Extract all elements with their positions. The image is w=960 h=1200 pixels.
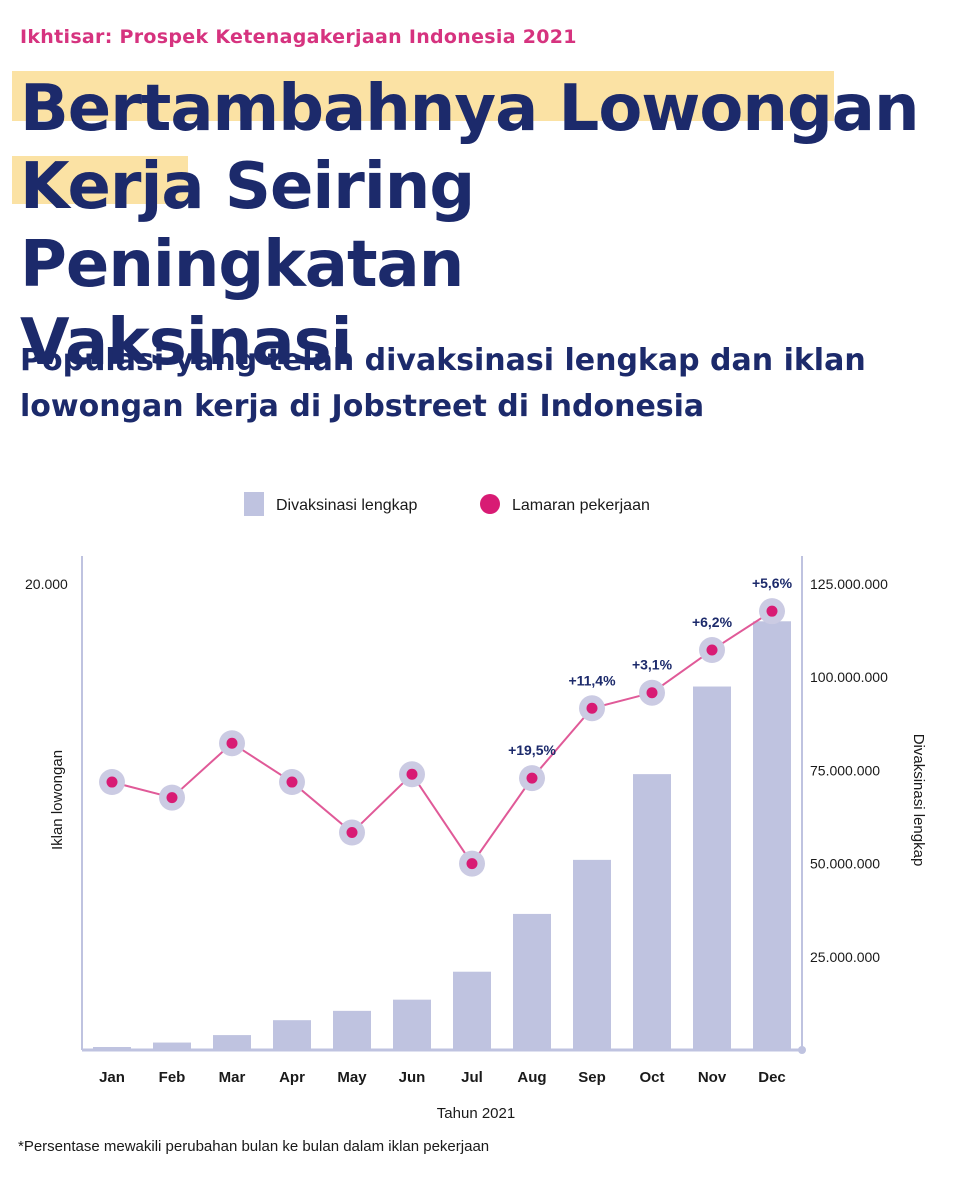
right-tick-label: 100.000.000 — [810, 669, 888, 685]
point-dec — [766, 605, 778, 617]
headline-highlight-word: Kerja — [20, 150, 205, 224]
legend-dot-swatch — [480, 494, 500, 514]
right-tick-label: 75.000.000 — [810, 762, 880, 778]
bar-mar — [213, 1035, 251, 1050]
headline-highlight-2 — [12, 156, 188, 204]
bar-feb — [153, 1042, 191, 1050]
x-tick-label-aug: Aug — [517, 1069, 546, 1086]
point-oct — [646, 687, 658, 699]
report-eyebrow: Ikhtisar: Prospek Ketenagakerjaan Indone… — [20, 26, 577, 48]
bar-jan — [93, 1047, 131, 1050]
axis-corner-dot — [798, 1046, 806, 1054]
x-tick-label-may: May — [337, 1069, 367, 1086]
pct-change-label-sep: +11,4% — [568, 672, 616, 688]
headline-line-2: Seiring Peningkatan — [20, 150, 475, 302]
point-sep — [586, 702, 598, 714]
pct-change-label-aug: +19,5% — [508, 742, 556, 758]
line-series — [99, 598, 785, 877]
chart-footnote: *Persentase mewakili perubahan bulan ke … — [18, 1138, 490, 1155]
bar-series — [93, 621, 791, 1050]
page-headline: Bertambahnya Lowongan Kerja Seiring Peni… — [20, 70, 920, 382]
x-tick-label-oct: Oct — [639, 1069, 664, 1086]
point-mar — [226, 737, 238, 749]
pct-change-label-oct: +3,1% — [632, 657, 673, 673]
x-tick-label-nov: Nov — [698, 1069, 727, 1086]
point-feb — [166, 792, 178, 804]
headline-line-1: Bertambahnya Lowongan — [20, 72, 919, 146]
bar-jul — [453, 971, 491, 1050]
point-jun — [406, 768, 418, 780]
x-tick-label-mar: Mar — [219, 1069, 246, 1086]
x-axis-title: Tahun 2021 — [437, 1105, 515, 1122]
bar-sep — [573, 859, 611, 1050]
x-tick-label-apr: Apr — [279, 1069, 305, 1086]
chart-legend: Divaksinasi lengkap Lamaran pekerjaan — [244, 492, 650, 516]
x-tick-label-dec: Dec — [758, 1069, 786, 1086]
point-jul — [466, 858, 478, 870]
left-tick-label: 20.000 — [25, 576, 68, 592]
chart-title: Populasi yang telah divaksinasi lengkap … — [20, 343, 866, 424]
bar-jun — [393, 999, 431, 1050]
right-axis-title: Divaksinasi lengkap — [910, 734, 927, 867]
right-tick-label: 125.000.000 — [810, 576, 888, 592]
line-path — [111, 610, 773, 866]
point-may — [346, 827, 358, 839]
bar-nov — [693, 686, 731, 1050]
bar-apr — [273, 1020, 311, 1050]
legend-bar-swatch — [244, 492, 264, 516]
legend-label-bar: Divaksinasi lengkap — [276, 497, 418, 514]
point-nov — [706, 644, 718, 656]
right-tick-label: 25.000.000 — [810, 949, 880, 965]
bar-may — [333, 1010, 371, 1050]
x-tick-label-jan: Jan — [99, 1069, 125, 1086]
point-aug — [526, 772, 538, 784]
point-jan — [106, 776, 118, 788]
chart-labels: Jan Feb Mar Apr May Jun Jul Aug Sep Oct Nov Dec +19,… — [99, 575, 793, 1086]
legend-label-line: Lamaran pekerjaan — [512, 497, 650, 514]
chart-axes: 20.000 25.000.000 50.000.000 75.000.000 100.… — [25, 556, 927, 1122]
right-tick-label: 50.000.000 — [810, 856, 880, 872]
bar-aug — [513, 913, 551, 1050]
bar-dec — [753, 621, 791, 1050]
pct-change-label-nov: +6,2% — [692, 614, 733, 630]
x-tick-label-sep: Sep — [578, 1069, 606, 1086]
headline-highlight-1 — [12, 71, 834, 121]
headline-line-3: Vaksinasi — [20, 306, 353, 380]
vaccination-job-ads-chart: Divaksinasi lengkap Lamaran pekerjaan 20.… — [25, 492, 927, 1122]
x-tick-label-feb: Feb — [159, 1069, 186, 1086]
point-apr — [286, 776, 298, 788]
x-tick-label-jun: Jun — [399, 1069, 426, 1086]
left-axis-title: Iklan lowongan — [49, 750, 66, 850]
bar-oct — [633, 774, 671, 1050]
pct-change-label-dec: +5,6% — [752, 575, 793, 591]
x-tick-label-jul: Jul — [461, 1069, 483, 1086]
